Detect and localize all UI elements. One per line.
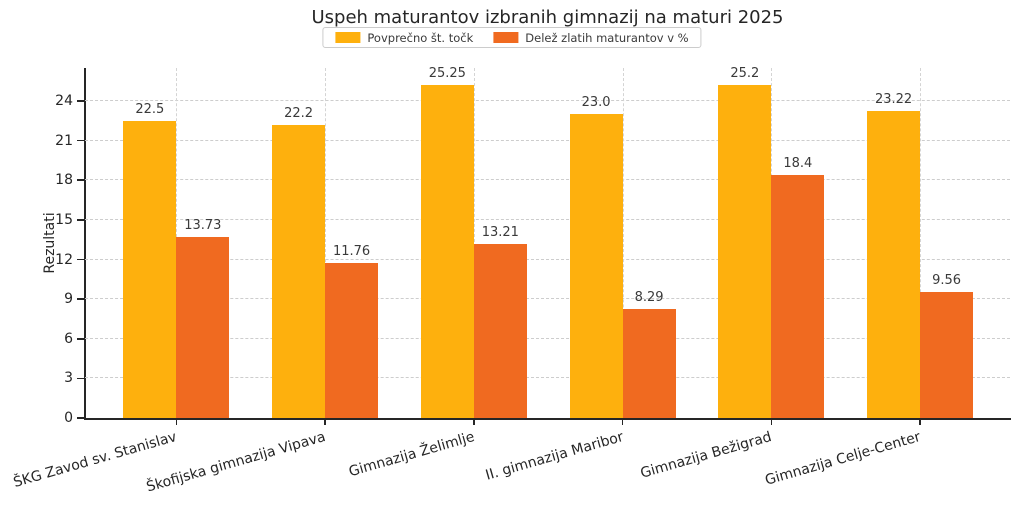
legend-item: Povprečno št. točk xyxy=(335,31,473,45)
h-gridline xyxy=(85,298,1010,300)
y-tick-label: 21 xyxy=(55,132,73,149)
bar xyxy=(420,84,474,418)
h-gridline xyxy=(85,139,1010,141)
bar-value-label: 18.4 xyxy=(783,155,813,171)
h-gridline xyxy=(85,100,1010,102)
y-tick xyxy=(77,417,84,419)
y-tick xyxy=(77,337,84,340)
x-tick xyxy=(324,418,326,425)
bar-value-label: 25.2 xyxy=(730,66,760,82)
legend-swatch-icon xyxy=(493,32,519,43)
y-tick xyxy=(77,139,84,142)
bar-value-label: 13.21 xyxy=(481,224,519,240)
y-tick xyxy=(77,219,84,221)
y-axis-line xyxy=(84,68,86,419)
v-gridline xyxy=(622,68,624,418)
h-gridline xyxy=(85,337,1010,339)
x-tick xyxy=(621,418,624,425)
x-tick xyxy=(175,418,178,425)
x-axis-line xyxy=(84,418,1011,420)
h-gridline xyxy=(85,258,1010,260)
bar-value-label: 13.73 xyxy=(184,217,222,233)
bar xyxy=(123,120,177,418)
y-tick-label: 6 xyxy=(64,330,73,347)
bar xyxy=(569,114,623,418)
v-gridline xyxy=(325,68,327,418)
bar xyxy=(718,85,772,418)
bar xyxy=(920,291,974,418)
x-tick xyxy=(473,418,475,425)
legend-item: Delež zlatih maturantov v % xyxy=(493,30,689,45)
bar-value-label: 9.56 xyxy=(932,272,962,288)
y-tick xyxy=(77,258,84,261)
y-tick-label: 12 xyxy=(55,251,73,268)
bar xyxy=(325,262,379,418)
y-tick-label: 0 xyxy=(64,410,73,426)
bar xyxy=(176,236,230,418)
legend-item-label: Delež zlatih maturantov v % xyxy=(525,30,689,45)
chart-title: Uspeh maturantov izbranih gimnazij na ma… xyxy=(311,7,784,28)
v-gridline xyxy=(473,68,475,418)
y-tick xyxy=(77,100,84,102)
bar-value-label: 22.5 xyxy=(135,101,165,117)
bar xyxy=(771,174,825,418)
h-gridline xyxy=(85,179,1010,181)
y-tick xyxy=(77,179,84,182)
y-tick xyxy=(77,377,84,380)
y-tick-label: 15 xyxy=(55,211,73,228)
x-tick xyxy=(770,418,773,425)
v-gridline xyxy=(920,68,922,418)
y-tick-label: 18 xyxy=(55,172,73,189)
legend: Povprečno št. točk Delež zlatih maturanto… xyxy=(322,27,702,48)
bar-value-label: 23.0 xyxy=(581,95,611,111)
bar-value-label: 22.2 xyxy=(284,105,314,121)
bar-value-label: 11.76 xyxy=(332,243,371,259)
bar xyxy=(272,124,326,418)
legend-swatch-icon xyxy=(335,32,361,43)
h-gridline xyxy=(85,218,1010,220)
x-tick xyxy=(919,418,921,425)
y-tick-label: 24 xyxy=(55,93,73,110)
y-tick-label: 3 xyxy=(64,370,73,387)
plot-area: 22.5 22.2 25.25 23.0 25.2 23.22 13.73 11.76 13.2… xyxy=(85,65,1010,418)
h-gridline xyxy=(85,377,1010,379)
legend-item-label: Povprečno št. točk xyxy=(367,30,474,45)
bar-value-label: 8.29 xyxy=(634,289,664,305)
y-tick-label: 9 xyxy=(64,291,73,308)
y-tick xyxy=(77,298,84,300)
bar-value-label: 23.22 xyxy=(874,92,913,108)
bar-value-label: 25.25 xyxy=(428,65,466,81)
bar xyxy=(867,111,921,418)
bar xyxy=(622,308,676,418)
bar xyxy=(473,243,527,418)
